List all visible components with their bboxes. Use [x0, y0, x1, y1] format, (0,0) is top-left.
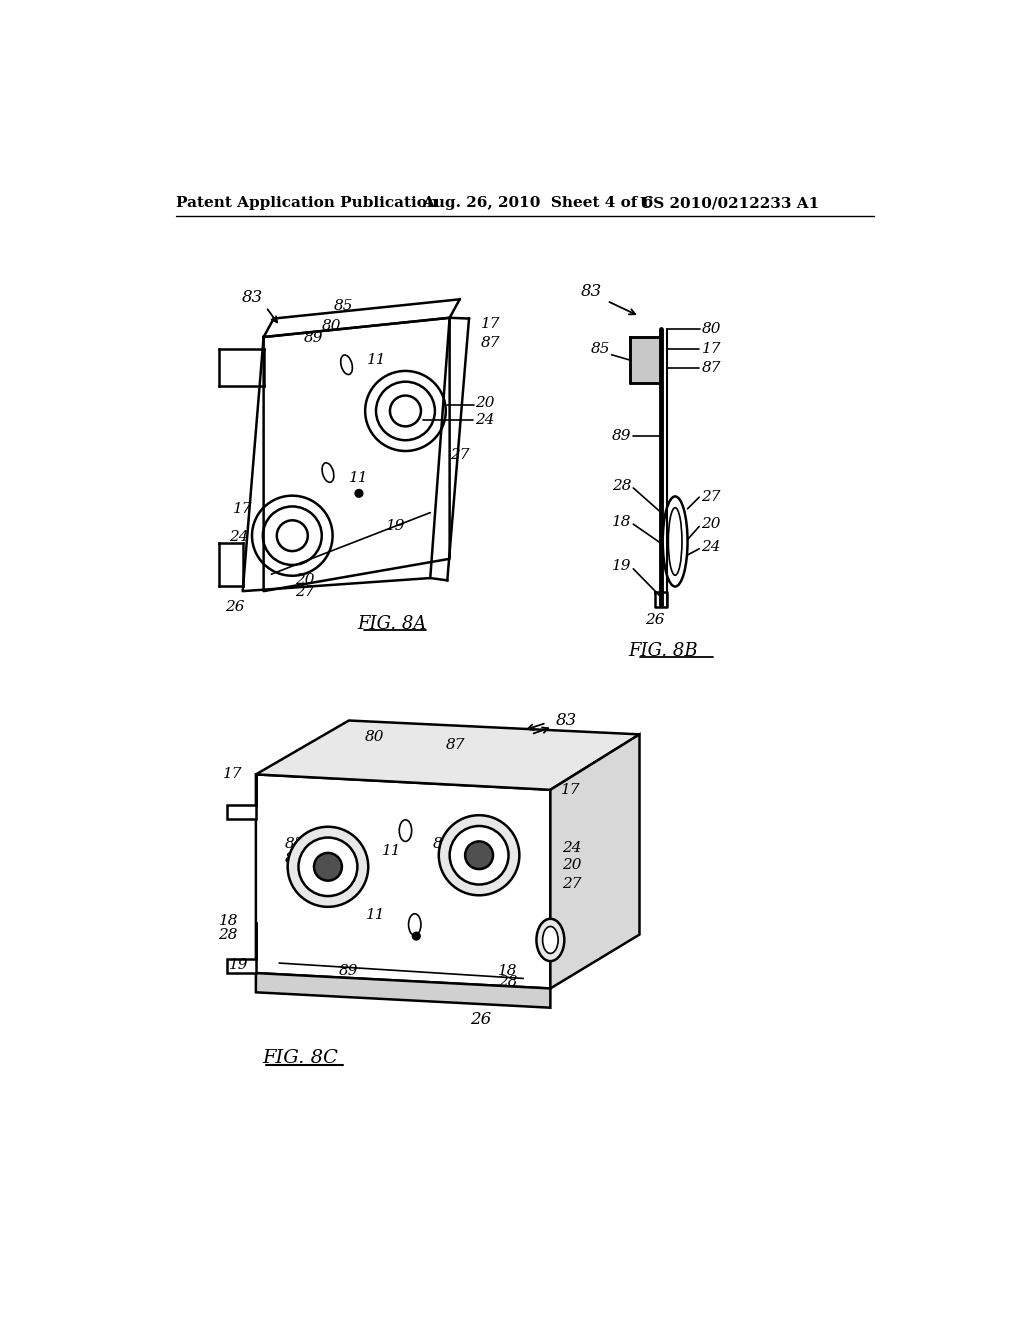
Circle shape [413, 932, 420, 940]
Text: 87: 87 [445, 738, 465, 752]
Text: 24: 24 [228, 531, 248, 544]
Text: 18: 18 [612, 515, 632, 529]
Circle shape [438, 816, 519, 895]
Text: 83: 83 [555, 711, 577, 729]
Text: FIG. 8B: FIG. 8B [628, 643, 697, 660]
Text: 88: 88 [452, 854, 471, 867]
Text: 17: 17 [560, 783, 580, 797]
Text: US 2010/0212233 A1: US 2010/0212233 A1 [640, 197, 819, 210]
Circle shape [288, 826, 369, 907]
Text: 24: 24 [562, 841, 582, 854]
Text: 89: 89 [304, 331, 324, 345]
Ellipse shape [537, 919, 564, 961]
Text: 17: 17 [232, 502, 252, 516]
Text: 24: 24 [475, 413, 495, 428]
Text: FIG. 8C: FIG. 8C [262, 1049, 338, 1067]
Text: 17: 17 [480, 317, 500, 331]
Text: 28: 28 [498, 975, 517, 989]
Circle shape [450, 826, 509, 884]
Polygon shape [227, 923, 256, 973]
Text: 20: 20 [701, 517, 721, 531]
Text: 11: 11 [367, 354, 386, 367]
Text: 85: 85 [286, 837, 305, 850]
Text: 19: 19 [386, 520, 406, 533]
Text: 87: 87 [701, 360, 721, 375]
Text: 20: 20 [295, 573, 314, 587]
Text: Aug. 26, 2010  Sheet 4 of 6: Aug. 26, 2010 Sheet 4 of 6 [423, 197, 653, 210]
Text: Patent Application Publication: Patent Application Publication [176, 197, 438, 210]
FancyBboxPatch shape [630, 337, 662, 383]
Text: 85: 85 [334, 300, 353, 313]
Text: 19: 19 [228, 958, 248, 973]
Text: 28: 28 [218, 928, 238, 941]
Text: 26: 26 [470, 1011, 492, 1028]
Circle shape [314, 853, 342, 880]
Polygon shape [550, 734, 640, 989]
Text: 83: 83 [581, 282, 602, 300]
Polygon shape [227, 775, 256, 818]
Text: 17: 17 [701, 342, 721, 356]
Text: 24: 24 [701, 540, 721, 554]
Text: 27: 27 [450, 447, 469, 462]
Text: 17: 17 [223, 767, 243, 781]
Text: 18: 18 [218, 913, 238, 928]
Text: 80: 80 [701, 322, 721, 337]
Text: 26: 26 [645, 614, 665, 627]
Text: 27: 27 [295, 585, 314, 599]
Circle shape [465, 841, 493, 869]
Text: FIG. 8A: FIG. 8A [356, 615, 426, 634]
Text: 18: 18 [498, 964, 517, 978]
Text: 87: 87 [480, 337, 500, 350]
Text: 11: 11 [349, 471, 369, 484]
Text: 89: 89 [339, 964, 358, 978]
Text: 80: 80 [365, 730, 384, 744]
Text: 27: 27 [701, 490, 721, 504]
Text: 80: 80 [322, 319, 341, 333]
Polygon shape [256, 721, 640, 789]
Text: 83: 83 [242, 289, 262, 305]
Text: 11: 11 [382, 845, 401, 858]
Text: 89: 89 [612, 429, 632, 442]
Text: 88: 88 [286, 853, 305, 866]
Circle shape [299, 837, 357, 896]
Text: 28: 28 [612, 479, 632, 492]
Text: 85: 85 [432, 837, 452, 850]
Text: 20: 20 [562, 858, 582, 873]
Polygon shape [256, 775, 550, 989]
Text: 27: 27 [562, 876, 582, 891]
Ellipse shape [543, 927, 558, 953]
Text: 26: 26 [225, 601, 245, 614]
Text: 85: 85 [591, 342, 610, 356]
Text: 19: 19 [612, 560, 632, 573]
Text: 11: 11 [367, 908, 386, 921]
Text: 20: 20 [475, 396, 495, 411]
Polygon shape [256, 973, 550, 1007]
Circle shape [355, 490, 362, 498]
